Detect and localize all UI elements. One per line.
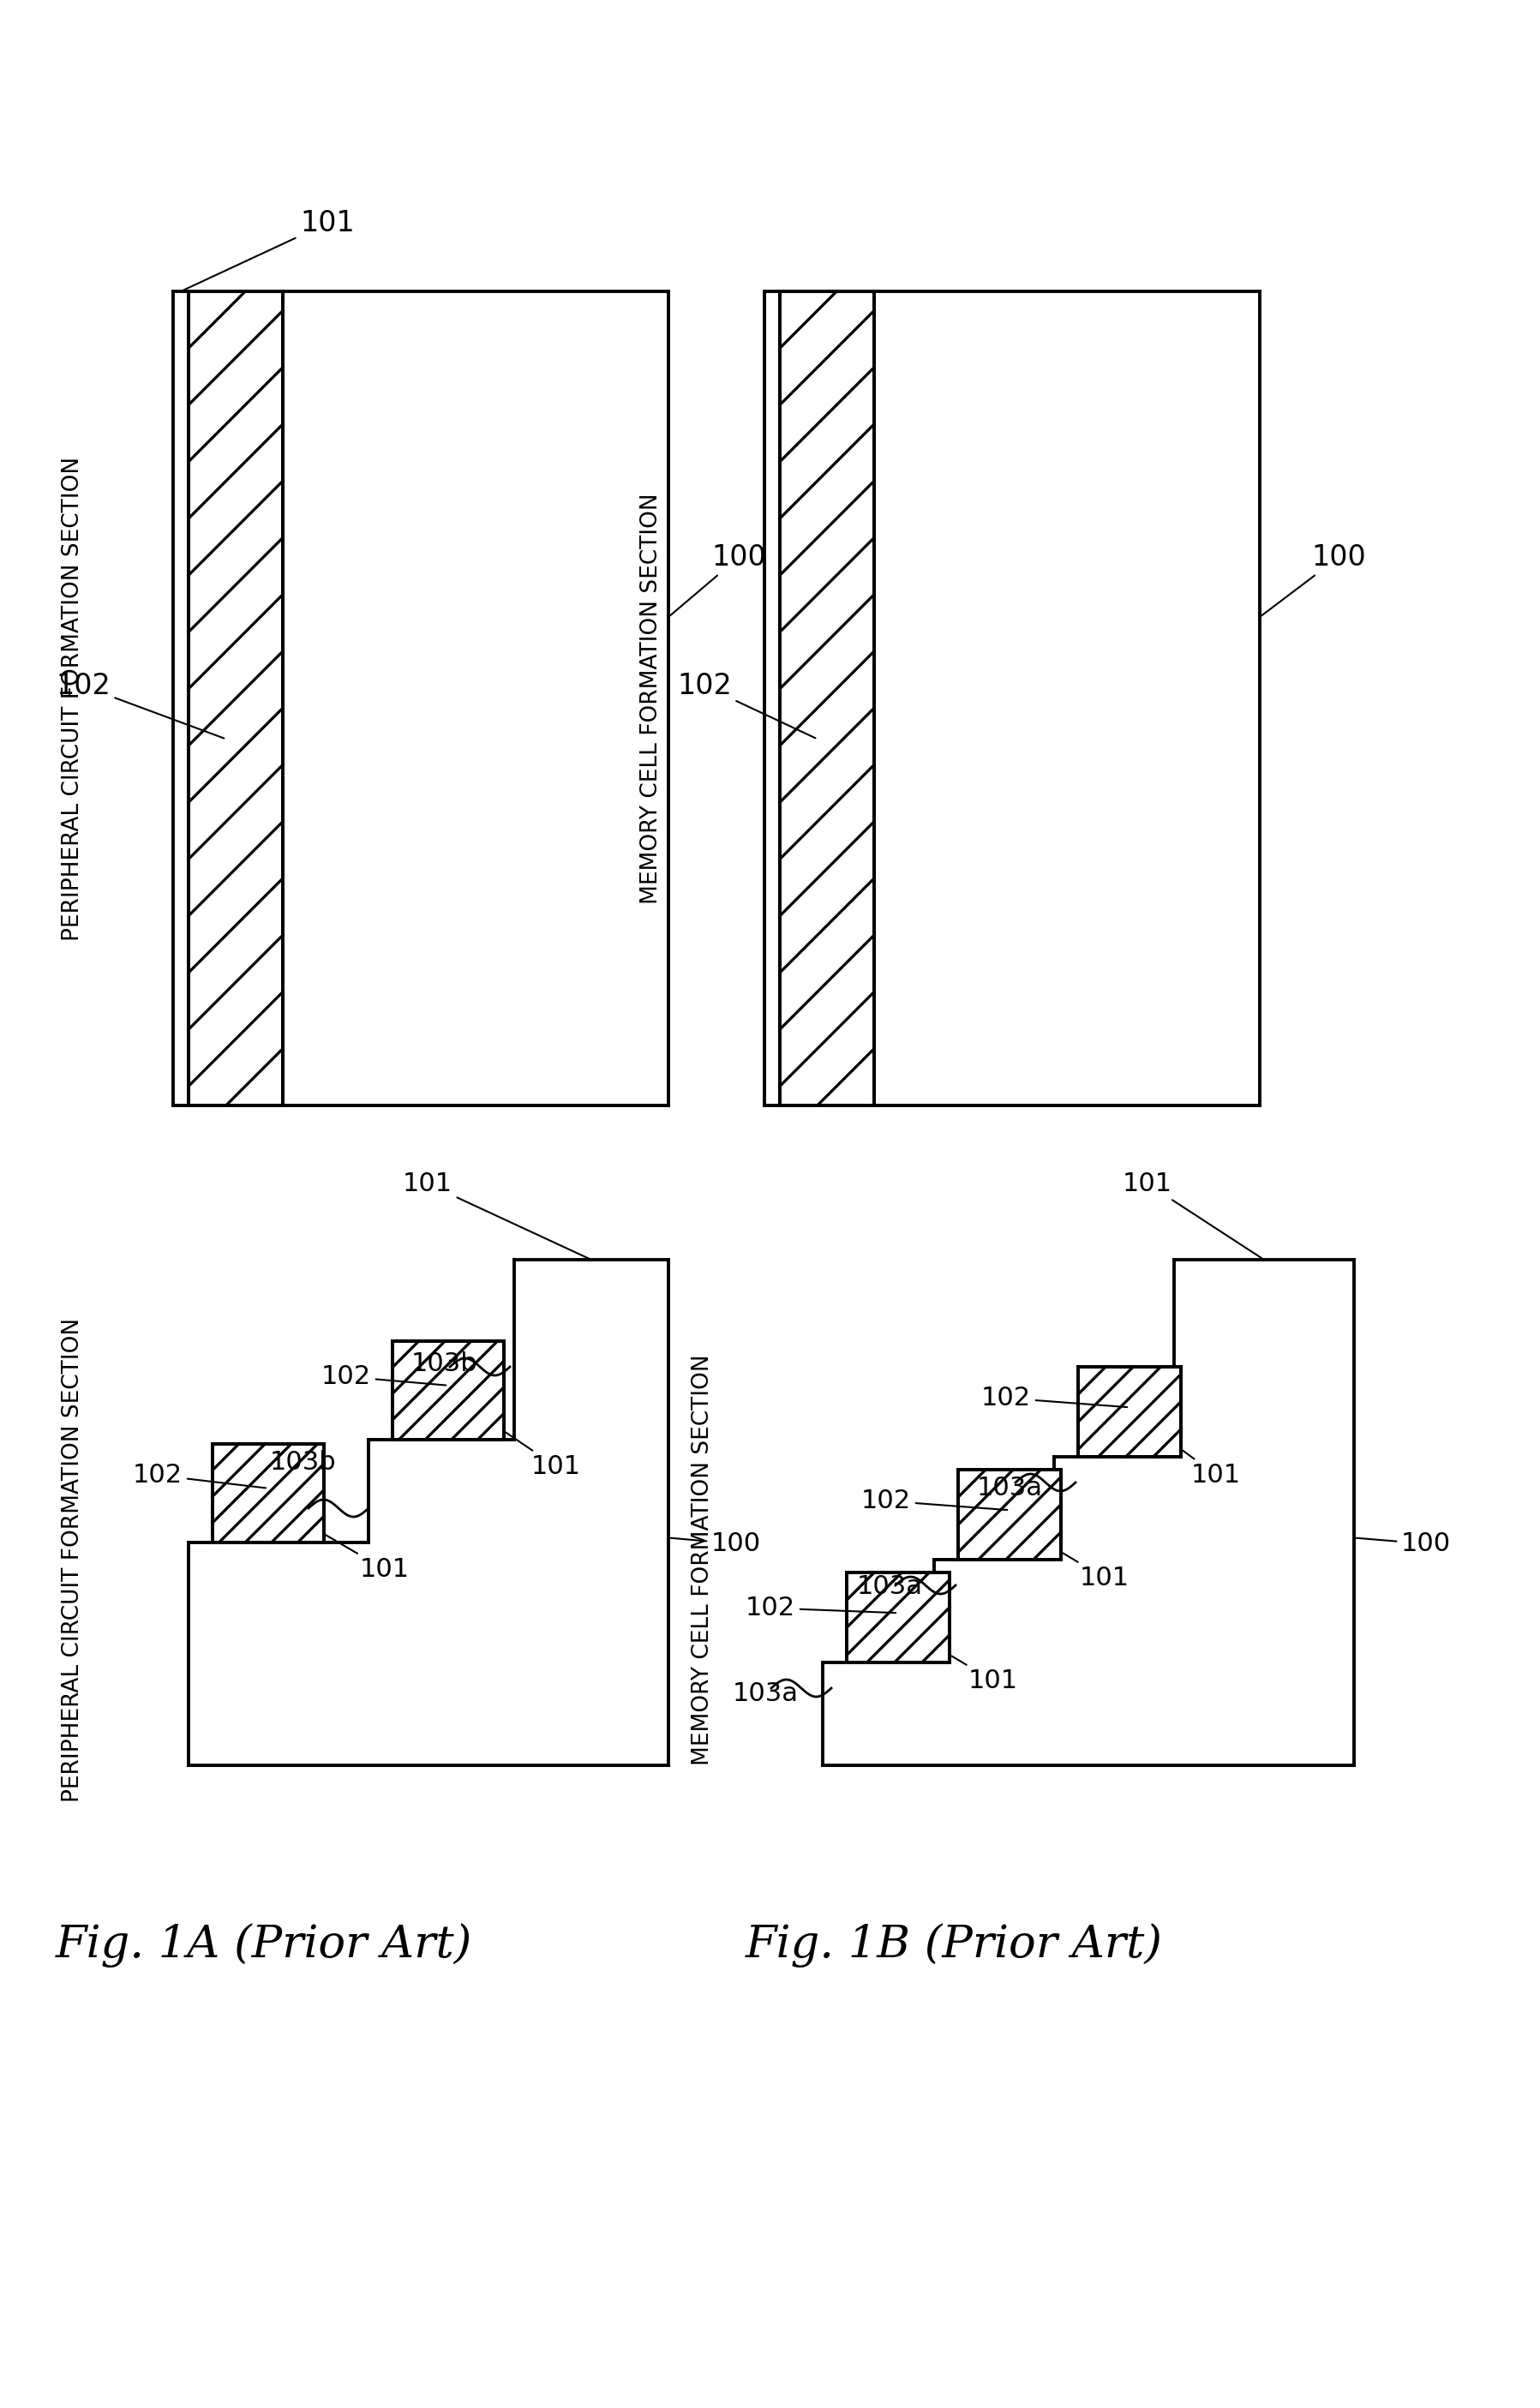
Polygon shape (958, 1469, 1061, 1560)
Text: 101: 101 (403, 1170, 590, 1259)
Text: 100: 100 (670, 544, 765, 616)
Text: 101: 101 (952, 1657, 1018, 1693)
Text: 102: 102 (678, 672, 815, 739)
Text: 103b: 103b (411, 1351, 477, 1377)
Text: 100: 100 (1357, 1531, 1451, 1556)
Text: 100: 100 (671, 1531, 761, 1556)
Text: 101: 101 (1063, 1553, 1130, 1589)
Text: 103a: 103a (856, 1575, 922, 1599)
Text: 102: 102 (981, 1385, 1127, 1411)
Text: PERIPHERAL CIRCUIT FORMATION SECTION: PERIPHERAL CIRCUIT FORMATION SECTION (62, 455, 85, 942)
Text: MEMORY CELL FORMATION SECTION: MEMORY CELL FORMATION SECTION (691, 1353, 715, 1765)
Text: 101: 101 (326, 1536, 410, 1582)
Text: 102: 102 (745, 1597, 896, 1621)
Polygon shape (779, 291, 875, 1105)
Text: 102: 102 (322, 1365, 447, 1389)
Text: 101: 101 (183, 209, 354, 291)
Text: 103a: 103a (976, 1476, 1043, 1500)
Text: 102: 102 (861, 1488, 1007, 1512)
Polygon shape (847, 1572, 950, 1662)
Polygon shape (188, 291, 283, 1105)
Text: 101: 101 (1123, 1170, 1263, 1259)
Text: MEMORY CELL FORMATION SECTION: MEMORY CELL FORMATION SECTION (641, 494, 662, 903)
Polygon shape (393, 1341, 504, 1440)
Text: 101: 101 (505, 1433, 581, 1479)
Text: Fig. 1B (Prior Art): Fig. 1B (Prior Art) (745, 1924, 1163, 1967)
Text: 102: 102 (132, 1462, 266, 1488)
Text: 102: 102 (55, 672, 223, 739)
Text: PERIPHERAL CIRCUIT FORMATION SECTION: PERIPHERAL CIRCUIT FORMATION SECTION (62, 1317, 85, 1801)
Text: Fig. 1A (Prior Art): Fig. 1A (Prior Art) (55, 1924, 473, 1967)
Text: 101: 101 (1183, 1450, 1241, 1488)
Polygon shape (1078, 1368, 1181, 1457)
Text: 103b: 103b (269, 1450, 336, 1474)
Text: 100: 100 (1261, 544, 1366, 616)
Text: 103a: 103a (733, 1681, 799, 1707)
Polygon shape (213, 1445, 323, 1544)
